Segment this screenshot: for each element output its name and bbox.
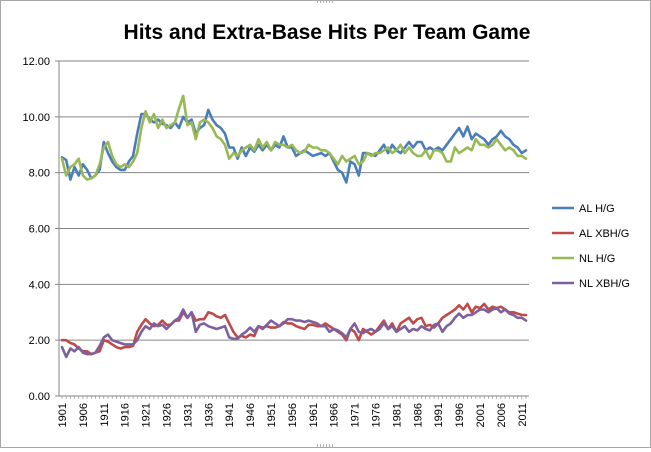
x-tick-label: 1996: [454, 403, 466, 427]
legend-label-nl-xbh-g: NL XBH/G: [579, 278, 630, 290]
resize-handle-top[interactable]: [317, 0, 335, 3]
x-axis-ticks: 1901 1906 1911 1916 1921 1926 1931 1936 1941 1946…: [57, 396, 529, 427]
x-tick-label: 1941: [224, 403, 236, 427]
chart-title: Hits and Extra-Base Hits Per Team Game: [124, 21, 531, 44]
legend: AL H/G AL XBH/G NL H/G NL XBH/G: [552, 203, 630, 290]
x-tick-label: 1936: [203, 403, 215, 427]
x-tick-label: 2011: [517, 403, 529, 427]
legend-label-al-xbh-g: AL XBH/G: [579, 228, 629, 240]
x-tick-label: 1921: [141, 403, 153, 427]
resize-handle-bottom[interactable]: [317, 444, 335, 447]
x-tick-label: 1916: [120, 403, 132, 427]
x-tick-label: 1951: [266, 403, 278, 427]
x-tick-label: 1966: [329, 403, 341, 427]
series-lines: [60, 94, 528, 359]
legend-label-nl-h-g: NL H/G: [579, 253, 615, 265]
x-tick-label: 2006: [496, 403, 508, 427]
x-tick-label: 1926: [162, 403, 174, 427]
y-tick-label: 12.00: [22, 56, 50, 68]
legend-label-al-h-g: AL H/G: [579, 203, 615, 215]
x-tick-label: 1971: [350, 403, 362, 427]
x-tick-label: 1981: [391, 403, 403, 427]
x-tick-label: 1956: [287, 403, 299, 427]
series-line-nl-h-g: [60, 94, 528, 181]
series-line-al-h-g: [60, 108, 528, 184]
x-tick-label: 1976: [371, 403, 383, 427]
y-tick-label: 4.00: [29, 279, 50, 291]
y-tick-label: 0.00: [29, 391, 50, 403]
x-tick-label: 1991: [433, 403, 445, 427]
x-tick-label: 1906: [78, 403, 90, 427]
x-tick-label: 1901: [57, 403, 69, 427]
y-tick-label: 2.00: [29, 335, 50, 347]
x-tick-label: 1911: [99, 403, 111, 427]
y-tick-label: 8.00: [29, 168, 50, 180]
y-tick-label: 6.00: [29, 224, 50, 236]
series-line-nl-xbh-g: [60, 306, 528, 359]
series-line-al-xbh-g: [60, 302, 528, 356]
x-tick-label: 2001: [475, 403, 487, 427]
y-axis-ticks: 0.00 2.00 4.00 6.00 8.00 10.00 12.00: [22, 56, 59, 403]
x-tick-label: 1931: [182, 403, 194, 427]
y-tick-label: 10.00: [22, 112, 50, 124]
x-tick-label: 1961: [308, 403, 320, 427]
x-tick-label: 1946: [245, 403, 257, 427]
x-tick-label: 1986: [412, 403, 424, 427]
